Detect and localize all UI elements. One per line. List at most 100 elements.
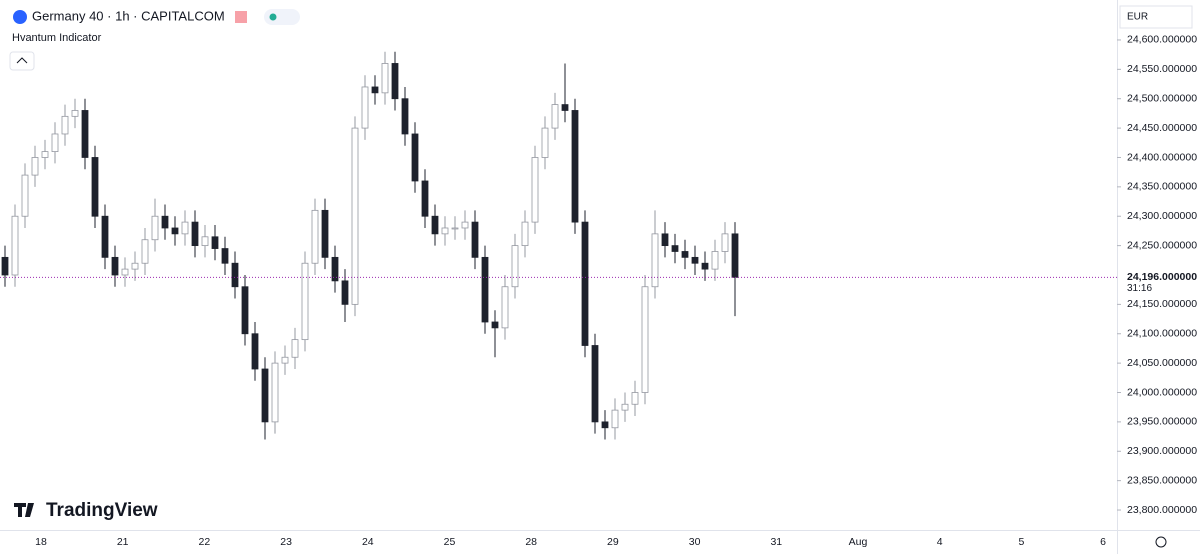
candle-body — [321, 209, 329, 258]
candle-body — [161, 215, 169, 229]
candle-body — [261, 368, 269, 423]
candle-body — [61, 115, 69, 135]
x-tick-label: 4 — [937, 536, 943, 548]
y-tick-label: 24,350.000000 — [1127, 181, 1197, 193]
candle-body — [651, 233, 659, 288]
y-tick-label: 24,550.000000 — [1127, 63, 1197, 75]
candle-body — [611, 409, 619, 429]
candle-body — [391, 63, 399, 100]
y-tick-label: 24,600.000000 — [1127, 34, 1197, 46]
candle-body — [101, 215, 109, 258]
y-tick-label: 24,250.000000 — [1127, 239, 1197, 251]
candle-body — [291, 339, 299, 358]
x-tick-label: 21 — [117, 536, 129, 548]
x-tick-label: 22 — [199, 536, 211, 548]
candle-body — [621, 403, 629, 411]
candle-body — [201, 236, 209, 247]
candle-body — [671, 245, 679, 252]
candle-body — [641, 286, 649, 393]
currency: EUR — [1127, 12, 1148, 23]
y-tick-label: 24,500.000000 — [1127, 92, 1197, 104]
candle-body — [121, 268, 129, 276]
last-price-box — [1118, 270, 1200, 293]
candle-body — [241, 286, 249, 335]
candle-body — [521, 221, 529, 247]
currency-box[interactable] — [1119, 5, 1193, 29]
candle-body — [731, 233, 739, 278]
candle-body — [501, 286, 509, 329]
candle-body — [681, 251, 689, 258]
candle-body — [151, 215, 159, 241]
chart-title: Germany 40 · 1h · CAPITALCOM — [32, 8, 225, 23]
y-tick-label: 24,100.000000 — [1127, 328, 1197, 340]
candle-body — [251, 333, 259, 370]
status-dot — [269, 13, 277, 21]
x-tick-label: 5 — [1018, 536, 1024, 548]
collapse-button[interactable] — [9, 51, 35, 71]
candle-body — [701, 262, 709, 270]
candle-body — [551, 104, 559, 129]
x-tick-label: 25 — [444, 536, 456, 548]
brand-logo — [14, 503, 34, 517]
candle-body — [461, 221, 469, 229]
candle-body — [141, 239, 149, 264]
candle-body — [191, 221, 199, 247]
indicator-name: Hvantum Indicator — [12, 32, 102, 44]
y-tick-label: 23,850.000000 — [1127, 474, 1197, 486]
y-tick-label: 24,000.000000 — [1127, 386, 1197, 398]
last-price-label: 24,196.000000 — [1127, 271, 1197, 283]
candle-body — [561, 104, 569, 111]
candle-body — [111, 256, 119, 276]
y-tick-label: 24,400.000000 — [1127, 151, 1197, 163]
status-pill[interactable] — [264, 9, 300, 25]
x-tick-label: 18 — [35, 536, 47, 548]
candle-body — [311, 209, 319, 264]
candle-body — [511, 245, 519, 288]
settings-icon[interactable] — [1155, 536, 1167, 548]
y-tick-label: 24,300.000000 — [1127, 210, 1197, 222]
candle-body — [51, 133, 59, 152]
candle-body — [1, 256, 9, 276]
candle-body — [301, 262, 309, 341]
candle-body — [571, 110, 579, 223]
candle-body — [71, 110, 79, 117]
candle-body — [11, 215, 19, 276]
candle-body — [91, 157, 99, 217]
x-tick-label: 29 — [607, 536, 619, 548]
x-tick-label: 6 — [1100, 536, 1106, 548]
y-tick-label: 23,950.000000 — [1127, 416, 1197, 428]
candle-body — [601, 421, 609, 429]
candle-body — [721, 233, 729, 252]
candle-body — [401, 98, 409, 135]
y-tick-label: 24,450.000000 — [1127, 122, 1197, 134]
candle-body — [661, 233, 669, 247]
candle-body — [451, 227, 459, 230]
x-tick-label: 30 — [689, 536, 701, 548]
y-tick-label: 24,150.000000 — [1127, 298, 1197, 310]
x-tick-label: 28 — [525, 536, 537, 548]
candle-body — [341, 280, 349, 305]
candle-body — [711, 251, 719, 270]
candle-body — [271, 362, 279, 423]
flag-icon[interactable] — [235, 11, 247, 23]
candle-body — [531, 157, 539, 223]
candle-body — [441, 227, 449, 235]
candle-body — [211, 236, 219, 249]
symbol-icon — [13, 10, 27, 24]
y-tick-label: 23,800.000000 — [1127, 504, 1197, 516]
candle-body — [181, 221, 189, 235]
x-tick-label: 24 — [362, 536, 374, 548]
candle-body — [631, 392, 639, 405]
candle-body — [81, 110, 89, 158]
candle-body — [481, 256, 489, 323]
candle-body — [41, 151, 49, 158]
y-tick-label: 23,900.000000 — [1127, 445, 1197, 457]
candle-body — [381, 63, 389, 94]
candle-body — [471, 221, 479, 258]
countdown: 31:16 — [1127, 283, 1152, 294]
candle-body — [331, 256, 339, 282]
candle-body — [431, 215, 439, 235]
brand: TradingView — [46, 500, 158, 521]
